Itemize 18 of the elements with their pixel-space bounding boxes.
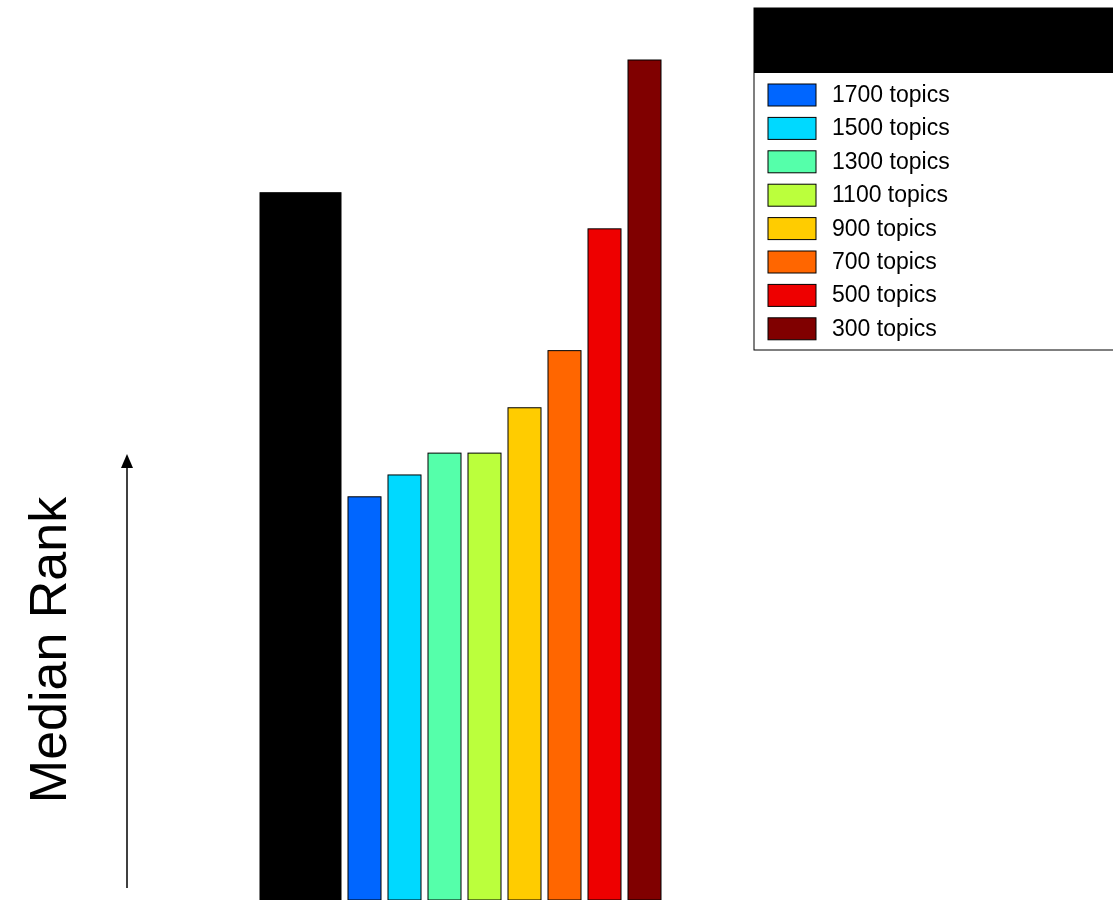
legend-label: 700 topics [832,248,937,274]
legend-label: 1500 topics [832,114,950,141]
bar [427,452,462,900]
legend-label: 1300 topics [832,147,950,174]
bar [507,407,542,900]
bar [259,192,342,900]
bar [387,474,422,900]
bar [547,350,582,900]
legend-label: 500 topics [832,281,937,308]
bar [587,228,622,900]
bar [467,452,502,900]
legend-label: 900 topics [832,214,937,241]
legend-label: 1700 topics [832,81,950,107]
legend-label: 1100 topics [832,181,948,208]
bar [627,59,662,900]
bar [347,496,382,900]
y-axis-title: Median Rank [19,495,77,804]
legend-label: 300 topics [832,314,937,341]
